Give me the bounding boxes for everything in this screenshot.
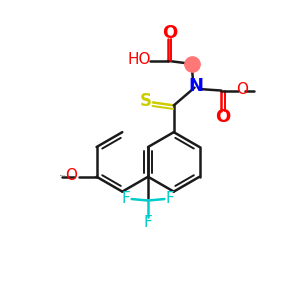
Text: O: O xyxy=(236,82,248,97)
Text: methoxy: methoxy xyxy=(59,175,66,176)
Text: O: O xyxy=(162,24,177,42)
Text: O: O xyxy=(215,108,231,126)
Text: N: N xyxy=(189,77,204,95)
Text: F: F xyxy=(122,191,130,206)
Text: F: F xyxy=(144,215,152,230)
Text: S: S xyxy=(140,92,152,110)
Text: F: F xyxy=(166,191,175,206)
Text: HO: HO xyxy=(128,52,151,67)
Text: O: O xyxy=(65,168,77,183)
